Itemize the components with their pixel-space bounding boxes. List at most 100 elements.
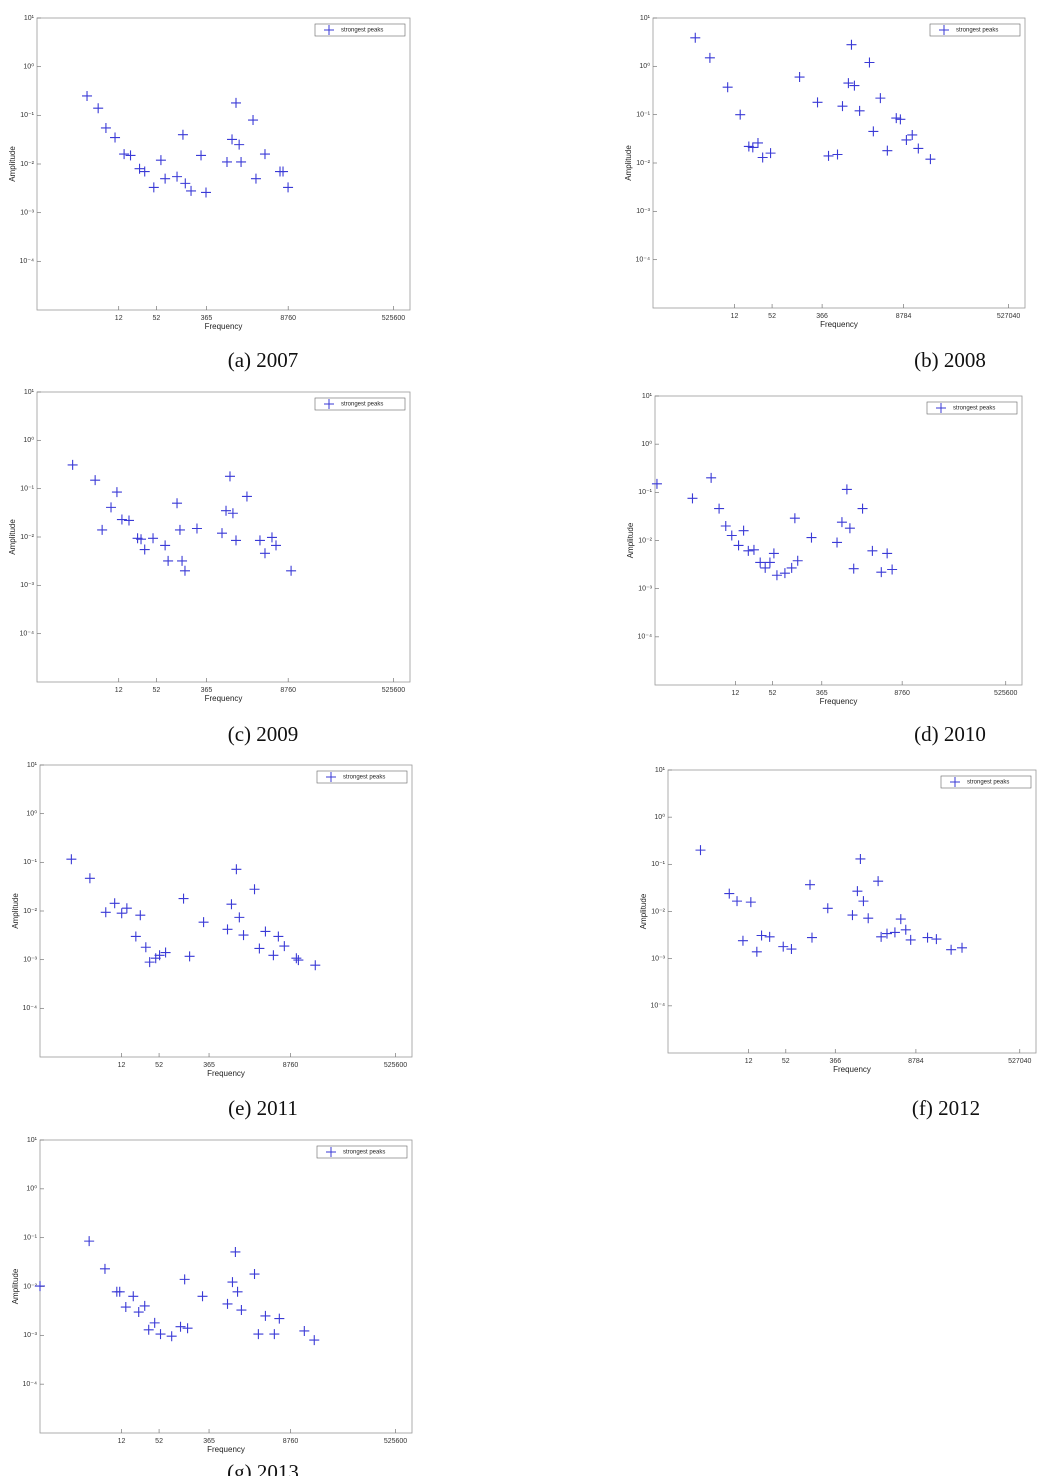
legend-box: [940, 775, 1032, 789]
x-tick-label: 365: [201, 687, 213, 694]
x-tick-label: 8760: [280, 687, 296, 694]
x-tick-label: 525600: [382, 315, 405, 322]
peak-marker: [852, 886, 863, 897]
peak-marker: [116, 908, 127, 919]
peak-marker: [221, 505, 232, 516]
y-tick-label: 10⁻⁴: [638, 634, 653, 641]
peak-marker: [133, 1307, 144, 1318]
peak-marker: [269, 1329, 280, 1340]
x-axis-title: Frequency: [207, 1069, 245, 1078]
caption: (d) 2010: [914, 722, 986, 746]
y-tick-label: 10⁻²: [636, 160, 650, 167]
peak-marker: [184, 951, 195, 962]
y-tick-label: 10⁻¹: [20, 112, 34, 119]
peak-marker: [882, 145, 893, 156]
peak-marker: [876, 567, 887, 578]
y-tick-label: 10⁻³: [23, 957, 37, 964]
panel: 10⁻⁴ 10⁻³ 10⁻² 10⁻¹ 10⁰ 10¹ 12 52 365 8760 525600 F…: [11, 1137, 413, 1476]
x-tick-label: 365: [203, 1062, 215, 1069]
legend-label: strongest peaks: [956, 28, 998, 34]
peak-marker: [82, 90, 93, 101]
peak-marker: [720, 521, 731, 531]
x-tick-label: 8760: [894, 690, 910, 697]
peak-marker: [253, 1329, 264, 1340]
peak-marker: [804, 879, 815, 890]
peak-marker: [260, 1310, 271, 1321]
peak-marker: [755, 557, 766, 568]
y-tick-label: 10⁻²: [20, 534, 34, 541]
y-tick-label: 10⁰: [639, 62, 650, 70]
peak-marker: [864, 57, 875, 68]
peak-marker: [812, 97, 823, 108]
peak-marker: [249, 1269, 260, 1280]
peak-marker: [172, 171, 183, 182]
legend-box: [316, 770, 408, 784]
peak-marker: [310, 960, 321, 971]
panel: 10⁻⁴ 10⁻³ 10⁻² 10⁻¹ 10⁰ 10¹ 12 52 366 8784 527040 F…: [639, 767, 1037, 1120]
peak-marker: [891, 113, 902, 124]
y-tick-label: 10¹: [27, 762, 38, 769]
legend-label: strongest peaks: [341, 402, 383, 408]
y-axis-title: Amplitude: [624, 145, 633, 181]
y-tick-label: 10⁻³: [20, 582, 34, 589]
x-tick-label: 527040: [997, 313, 1020, 320]
peak-marker: [106, 502, 117, 513]
panel: 10⁻⁴ 10⁻³ 10⁻² 10⁻¹ 10⁰ 10¹ 12 52 365 8760 525600 F…: [8, 15, 411, 372]
peak-marker: [757, 152, 768, 163]
peak-marker: [140, 942, 151, 953]
peak-marker: [854, 105, 865, 116]
peak-marker: [847, 910, 858, 921]
peak-marker: [186, 185, 197, 196]
y-tick-label: 10⁻⁴: [20, 258, 35, 265]
peak-marker: [222, 1298, 233, 1309]
peak-marker: [271, 540, 282, 551]
plot-frame: [36, 391, 411, 683]
peak-marker: [855, 853, 866, 864]
peak-marker: [250, 173, 261, 184]
peak-marker: [241, 491, 252, 502]
peak-marker: [895, 914, 906, 925]
y-tick-label: 10⁻¹: [651, 861, 665, 868]
peak-marker: [230, 1246, 241, 1257]
x-tick-label: 525600: [384, 1438, 407, 1445]
peak-marker: [143, 1324, 154, 1335]
peak-marker: [135, 910, 146, 921]
peak-marker: [121, 903, 132, 914]
legend-label: strongest peaks: [967, 780, 1009, 786]
peak-marker: [293, 955, 304, 966]
peak-marker: [889, 927, 900, 938]
peak-marker: [222, 924, 233, 935]
peak-marker: [823, 150, 834, 161]
peak-marker: [273, 931, 284, 942]
y-tick-label: 10¹: [24, 389, 35, 396]
y-tick-label: 10⁻⁴: [636, 257, 651, 264]
peak-marker: [67, 459, 78, 470]
peak-marker: [875, 93, 886, 104]
x-axis-title: Frequency: [833, 1065, 871, 1074]
peak-marker: [120, 1302, 131, 1313]
peak-marker: [134, 163, 145, 174]
peak-marker: [100, 122, 111, 133]
peak-marker: [743, 545, 754, 556]
peak-marker: [231, 864, 242, 875]
x-tick-label: 8760: [283, 1062, 299, 1069]
peak-marker: [238, 930, 249, 941]
legend-box: [926, 401, 1018, 415]
peak-marker: [148, 182, 159, 193]
peak-marker: [832, 149, 843, 160]
peak-marker: [236, 156, 247, 167]
legend-box: [314, 23, 406, 37]
y-tick-label: 10⁰: [654, 813, 665, 821]
y-tick-label: 10⁻²: [23, 908, 37, 915]
peak-marker: [732, 896, 743, 907]
peak-marker: [123, 515, 134, 526]
peak-marker: [706, 472, 717, 483]
peak-marker: [756, 930, 767, 941]
peak-marker: [111, 487, 122, 498]
peak-marker: [116, 514, 127, 525]
peak-marker: [93, 103, 104, 114]
x-tick-label: 12: [118, 1062, 126, 1069]
plot-frame: [39, 764, 413, 1058]
x-axis-title: Frequency: [207, 1445, 245, 1454]
